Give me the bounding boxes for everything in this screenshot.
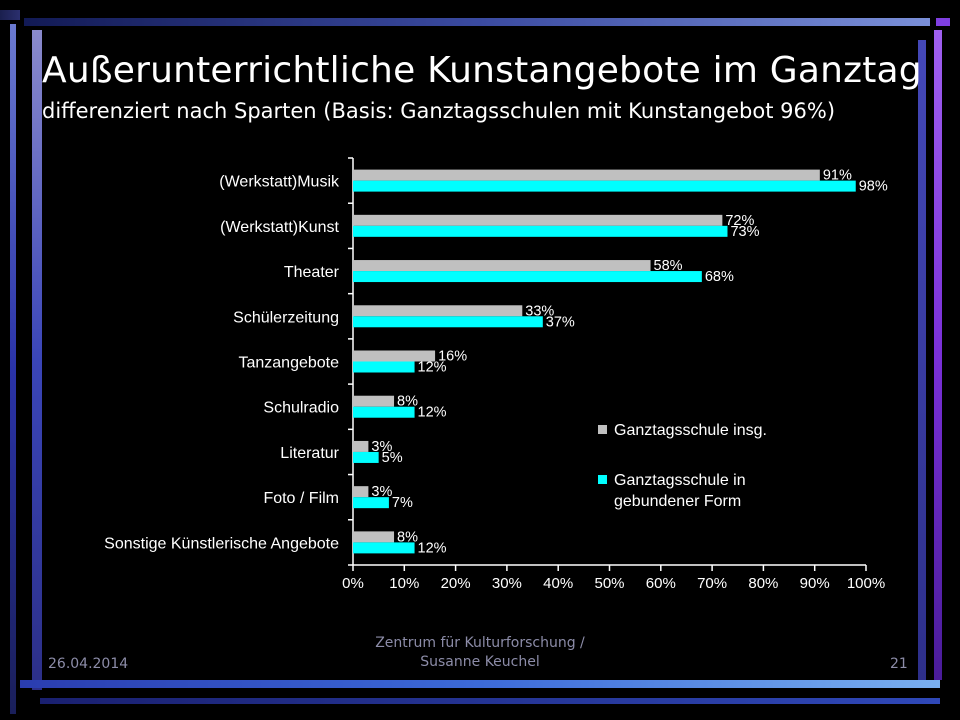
frame-accent-top-left xyxy=(0,10,20,20)
data-label: 37% xyxy=(546,314,575,330)
data-label: 58% xyxy=(654,258,683,274)
bar-series-1 xyxy=(353,169,820,181)
data-label: 98% xyxy=(859,179,888,195)
frame-bar-bottom xyxy=(20,680,940,688)
x-tick-label: 50% xyxy=(594,575,624,592)
x-tick-label: 0% xyxy=(342,575,364,592)
bar-series-2 xyxy=(353,542,415,554)
data-label: 72% xyxy=(725,213,754,229)
bar-series-1 xyxy=(353,486,369,498)
data-label: 16% xyxy=(438,349,467,365)
data-label: 5% xyxy=(382,450,403,466)
data-label: 12% xyxy=(418,405,447,421)
category-label: Tanzangebote xyxy=(238,355,339,372)
x-tick-label: 10% xyxy=(389,575,419,592)
bar-series-1 xyxy=(353,305,523,317)
data-label: 7% xyxy=(392,495,413,511)
frame-bar-top xyxy=(24,18,930,26)
category-label: (Werkstatt)Musik xyxy=(219,174,340,191)
category-label: Literatur xyxy=(280,445,339,462)
data-label: 68% xyxy=(705,269,734,285)
bar-series-1 xyxy=(353,395,395,407)
data-label: 12% xyxy=(418,540,447,556)
bar-series-2 xyxy=(353,361,415,373)
page-number: 21 xyxy=(890,656,908,672)
legend-swatch xyxy=(598,475,607,484)
frame-bar-right-inner xyxy=(918,40,926,680)
x-tick-label: 30% xyxy=(492,575,522,592)
frame-bar-right-outer xyxy=(934,30,942,680)
bar-series-1 xyxy=(353,260,651,272)
legend-label: Ganztagsschule in xyxy=(614,472,746,489)
footer-author: Zentrum für Kulturforschung / Susanne Ke… xyxy=(330,634,630,672)
data-label: 3% xyxy=(371,484,392,500)
bar-series-2 xyxy=(353,406,415,418)
category-label: Theater xyxy=(284,264,340,281)
slide-title: Außerunterrichtliche Kunstangebote im Ga… xyxy=(42,50,922,91)
bar-series-1 xyxy=(353,531,395,543)
bar-series-2 xyxy=(353,180,856,192)
footer-date: 26.04.2014 xyxy=(48,656,129,672)
data-label: 12% xyxy=(418,360,447,376)
category-label: Schülerzeitung xyxy=(233,309,339,326)
bar-series-2 xyxy=(353,451,379,463)
bar-series-1 xyxy=(353,350,436,362)
bar-series-2 xyxy=(353,497,389,509)
bar-series-1 xyxy=(353,214,723,226)
x-tick-label: 80% xyxy=(748,575,778,592)
data-label: 91% xyxy=(823,168,852,184)
bar-series-2 xyxy=(353,271,702,283)
slide-subtitle: differenziert nach Sparten (Basis: Ganzt… xyxy=(42,99,836,123)
data-label: 3% xyxy=(371,439,392,455)
frame-bar-left-outer xyxy=(10,24,16,714)
legend-swatch xyxy=(598,425,607,434)
bar-series-2 xyxy=(353,316,543,328)
x-tick-label: 70% xyxy=(697,575,727,592)
data-label: 73% xyxy=(730,224,759,240)
x-tick-label: 100% xyxy=(847,575,885,592)
bar-series-1 xyxy=(353,440,369,452)
x-tick-label: 60% xyxy=(646,575,676,592)
frame-accent-top-right xyxy=(936,18,950,26)
x-tick-label: 40% xyxy=(543,575,573,592)
footer-author-line2: Susanne Keuchel xyxy=(420,654,540,670)
bar-series-2 xyxy=(353,225,728,237)
frame-bar-bottom-lower xyxy=(40,698,940,704)
legend-label: gebundener Form xyxy=(614,493,741,510)
frame-bar-left-inner xyxy=(32,30,42,690)
category-label: Foto / Film xyxy=(263,490,339,507)
category-label: Sonstige Künstlerische Angebote xyxy=(104,535,339,552)
data-label: 33% xyxy=(525,303,554,319)
x-tick-label: 90% xyxy=(800,575,830,592)
footer-author-line1: Zentrum für Kulturforschung / xyxy=(375,635,585,651)
category-label: (Werkstatt)Kunst xyxy=(220,219,339,236)
data-label: 8% xyxy=(397,529,418,545)
category-label: Schulradio xyxy=(263,400,339,417)
legend-label: Ganztagsschule insg. xyxy=(614,422,767,439)
data-label: 8% xyxy=(397,394,418,410)
x-tick-label: 20% xyxy=(441,575,471,592)
